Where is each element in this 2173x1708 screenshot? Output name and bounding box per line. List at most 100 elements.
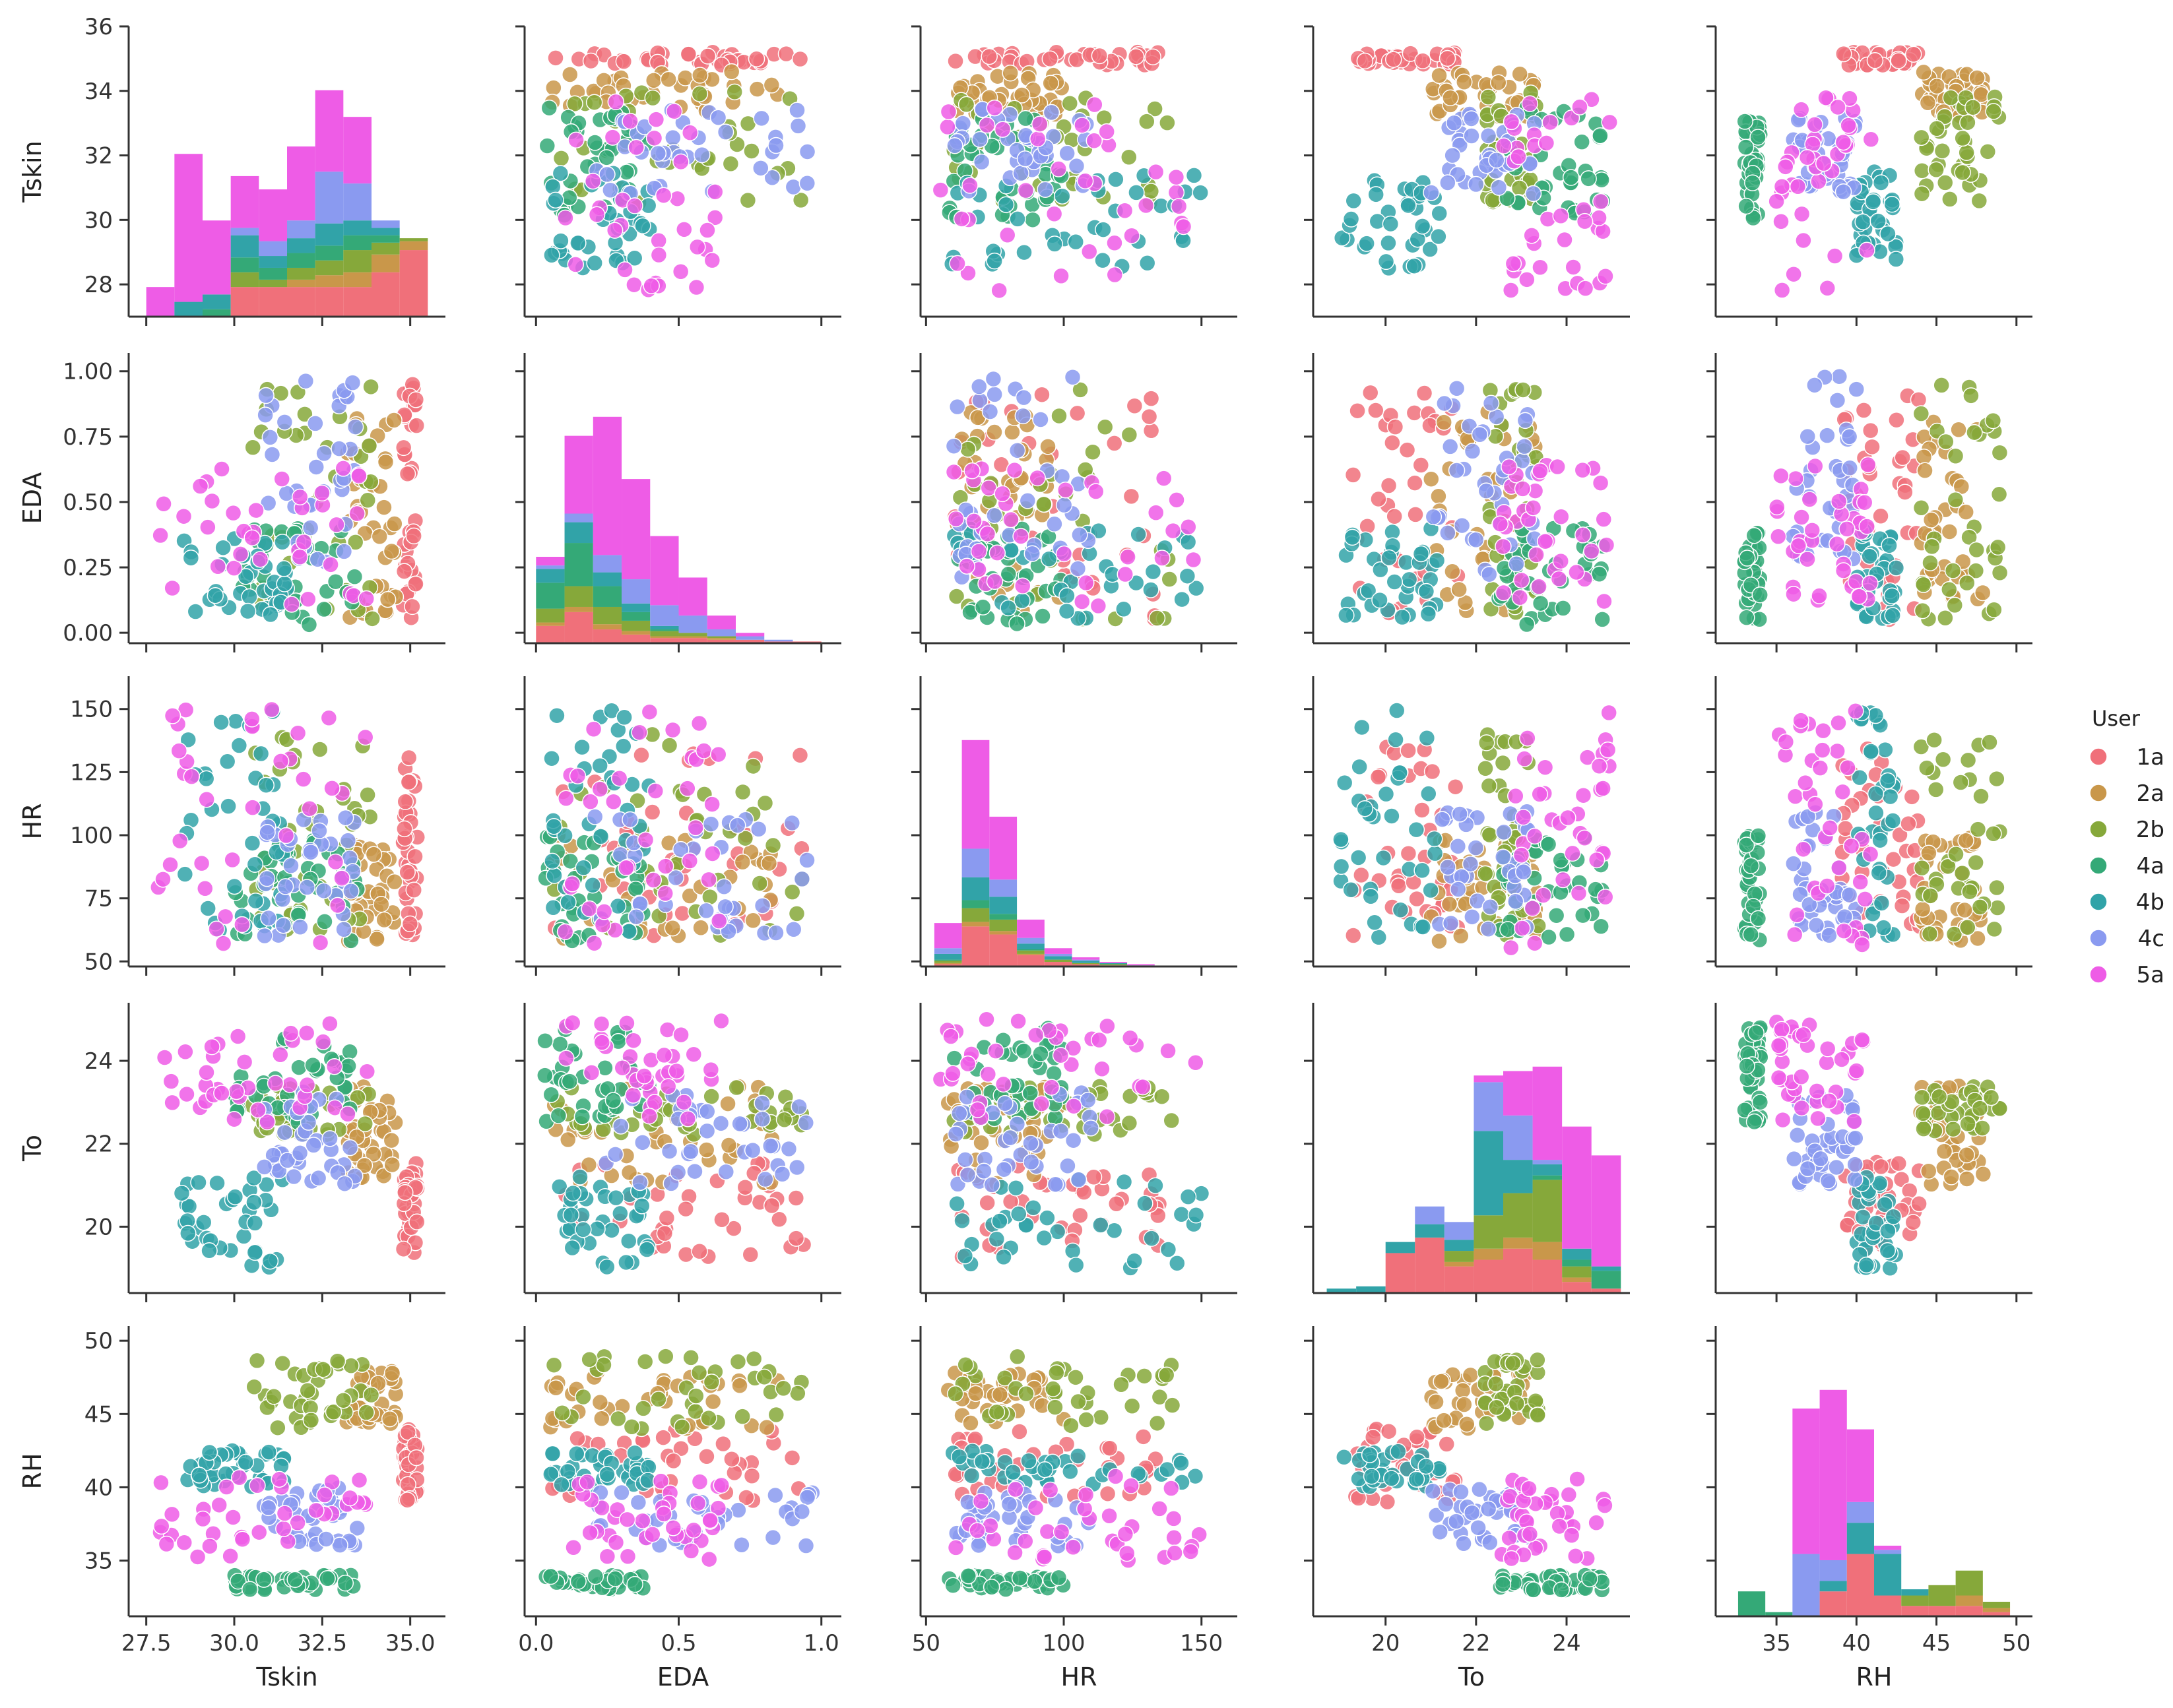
point-2a-To-vs-HR [973,1134,990,1151]
point-2b-EDA-vs-RH [1986,601,2003,618]
point-5a-Tskin-vs-HR [1050,160,1067,177]
hist-bar-To-4b-6 [1503,1160,1533,1193]
point-4b-To-vs-RH [1885,1208,1902,1226]
point-5a-To-vs-EDA [685,1046,702,1063]
point-2a-Tskin-vs-To [1442,89,1459,107]
point-5a-To-vs-HR [1093,1060,1111,1078]
point-4b-To-vs-HR [1025,1199,1042,1217]
point-4b-HR-vs-Tskin [243,835,261,852]
point-5a-HR-vs-RH [1819,877,1836,895]
point-4c-Tskin-vs-To [1423,184,1440,201]
hist-bar-HR-4b-0 [934,953,962,960]
point-4b-Tskin-vs-RH [1854,213,1871,231]
point-5a-To-vs-HR [959,1055,977,1073]
point-5a-To-vs-Tskin [156,1049,174,1066]
point-4c-Tskin-vs-EDA [694,146,711,164]
point-5a-EDA-vs-HR [1055,545,1073,563]
point-5a-RH-vs-Tskin [250,1523,268,1541]
hist-bar-To-2a-7 [1532,1242,1563,1260]
point-4c-To-vs-EDA [698,1103,716,1120]
point-4c-HR-vs-Tskin [302,843,319,861]
point-4c-EDA-vs-To [1436,395,1453,412]
point-2b-Tskin-vs-EDA [644,89,661,107]
hist-bar-Tskin-1a-7 [343,287,372,317]
point-4a-HR-vs-To [1499,921,1516,938]
point-2b-EDA-vs-RH [1923,538,1941,555]
point-4b-To-vs-HR [1092,1217,1109,1234]
point-2b-EDA-vs-HR [1120,426,1138,443]
point-2b-HR-vs-EDA [661,737,678,754]
point-5a-HR-vs-Tskin [170,742,188,759]
hist-bar-EDA-5a-6 [707,616,736,630]
point-5a-HR-vs-EDA [664,721,682,739]
hist-bar-To-4c-6 [1503,1115,1533,1160]
point-5a-Tskin-vs-To [1510,148,1527,166]
point-5a-RH-vs-Tskin [152,1474,170,1492]
point-4b-HR-vs-To [1426,844,1444,862]
point-4c-HR-vs-Tskin [258,870,276,887]
point-2b-RH-vs-Tskin [302,1412,320,1429]
hist-bar-To-4c-7 [1532,1160,1563,1164]
point-2a-EDA-vs-Tskin [379,590,397,608]
hist-bar-To-5a-6 [1503,1071,1533,1116]
point-4b-HR-vs-EDA [614,738,632,755]
point-4c-To-vs-EDA [789,1158,806,1176]
point-4b-HR-vs-To [1356,800,1374,817]
x-tick-label: 32.5 [297,1630,347,1657]
panel-EDA-vs-HR [911,353,1237,652]
point-4b-To-vs-EDA [564,1239,581,1257]
hist-bar-Tskin-2b-8 [372,242,400,255]
point-2b-To-vs-HR [1153,1088,1171,1105]
x-axis-title: Tskin [255,1662,317,1692]
point-4c-Tskin-vs-EDA [785,178,802,196]
point-5a-To-vs-HR [1134,1078,1151,1096]
hist-bar-EDA-2a-4 [650,636,679,639]
point-2b-RH-vs-Tskin [265,1388,282,1405]
point-2b-Tskin-vs-EDA [691,85,709,102]
point-5a-HR-vs-RH [1854,936,1871,953]
point-2b-To-vs-RH [1930,1088,1948,1106]
point-2a-EDA-vs-RH [1950,421,1967,439]
point-4c-HR-vs-To [1479,920,1497,938]
point-4b-Tskin-vs-RH [1864,193,1882,210]
point-4a-Tskin-vs-To [1573,133,1590,150]
point-2b-HR-vs-RH [1927,781,1945,798]
hist-bar-HR-1a-2 [989,934,1018,966]
point-4b-HR-vs-EDA [560,893,577,911]
point-4a-HR-vs-RH [1742,926,1760,943]
point-4b-HR-vs-To [1332,831,1349,848]
point-2b-Tskin-vs-RH [1942,89,1960,106]
point-4a-EDA-vs-RH [1739,550,1756,567]
point-1a-EDA-vs-To [1344,466,1362,484]
point-5a-EDA-vs-RH [1787,470,1804,488]
point-5a-EDA-vs-Tskin [213,460,230,478]
hist-bar-Tskin-1a-4 [259,287,287,317]
point-1a-EDA-vs-To [1370,490,1387,508]
point-2a-To-vs-RH [1943,1168,1960,1186]
point-5a-HR-vs-To [1503,939,1520,957]
point-4c-EDA-vs-HR [1019,492,1037,509]
point-1a-Tskin-vs-HR [1041,50,1059,68]
point-2a-To-vs-EDA [720,1137,738,1154]
point-5a-HR-vs-To [1564,844,1581,862]
point-4c-HR-vs-To [1449,838,1467,855]
point-2b-EDA-vs-To [1514,381,1532,398]
point-5a-To-vs-Tskin [282,1025,300,1042]
hist-bar-EDA-2b-1 [564,586,593,607]
point-1a-HR-vs-To [1345,927,1362,944]
point-1a-Tskin-vs-RH [1866,52,1884,69]
point-4b-HR-vs-EDA [548,707,566,724]
point-4b-Tskin-vs-HR [1185,167,1203,184]
point-5a-To-vs-RH [1773,1021,1790,1038]
point-2a-To-vs-RH [1958,1170,1976,1187]
point-5a-EDA-vs-HR [1153,550,1171,567]
y-axis-title: EDA [18,472,47,524]
point-5a-HR-vs-Tskin [162,856,179,873]
point-4b-HR-vs-To [1362,888,1380,905]
point-5a-HR-vs-Tskin [196,880,214,897]
point-1a-EDA-vs-RH [1894,449,1911,466]
point-4b-To-vs-Tskin [261,1252,279,1270]
hist-bar-EDA-2a-6 [707,638,736,640]
point-5a-To-vs-Tskin [177,1043,194,1061]
pairplot-panels: 2830323436Tskin0.000.250.500.751.00EDA50… [18,14,2032,1692]
